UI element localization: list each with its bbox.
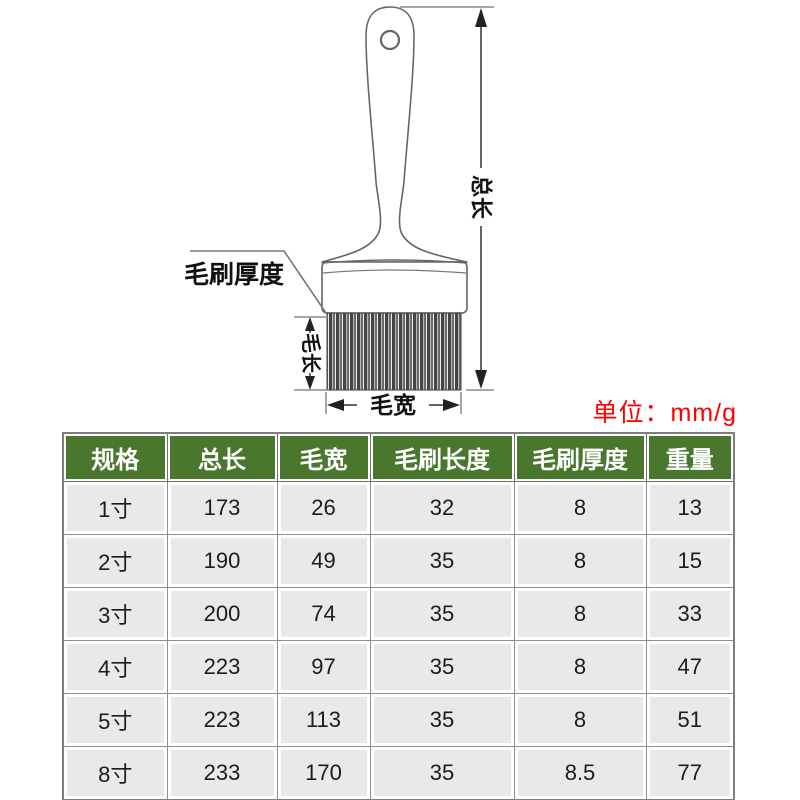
table-cell: 8.5 bbox=[513, 746, 647, 800]
table-cell: 173 bbox=[166, 481, 278, 535]
arrow-left-icon bbox=[327, 399, 344, 411]
table-cell: 8 bbox=[513, 587, 647, 641]
table-cell: 170 bbox=[276, 746, 371, 800]
table-cell: 51 bbox=[645, 693, 735, 747]
table-row: 1寸 173 26 32 8 13 bbox=[62, 481, 735, 535]
bristle-width-label: 毛宽 bbox=[370, 392, 416, 418]
table-row: 5寸 223 113 35 8 51 bbox=[62, 693, 735, 747]
table-cell: 35 bbox=[369, 534, 515, 588]
table-cell: 8 bbox=[513, 693, 647, 747]
table-cell: 200 bbox=[166, 587, 278, 641]
table-cell: 8寸 bbox=[62, 746, 168, 800]
table-cell: 32 bbox=[369, 481, 515, 535]
column-header: 毛宽 bbox=[276, 432, 371, 482]
table-cell: 2寸 bbox=[62, 534, 168, 588]
table-cell: 4寸 bbox=[62, 640, 168, 694]
table-cell: 223 bbox=[166, 693, 278, 747]
table-cell: 35 bbox=[369, 587, 515, 641]
table-cell: 233 bbox=[166, 746, 278, 800]
ferrule-band-line bbox=[322, 269, 467, 274]
table-cell: 26 bbox=[276, 481, 371, 535]
arrow-up-icon bbox=[305, 317, 315, 331]
arrow-up-icon bbox=[475, 8, 487, 27]
table-cell: 35 bbox=[369, 693, 515, 747]
table-cell: 77 bbox=[645, 746, 735, 800]
table-cell: 8 bbox=[513, 640, 647, 694]
total-length-label: 总长 bbox=[469, 175, 494, 220]
unit-note: 单位：mm/g bbox=[592, 399, 737, 427]
arrow-right-icon bbox=[443, 399, 460, 411]
table-cell: 1寸 bbox=[62, 481, 168, 535]
table-cell: 33 bbox=[645, 587, 735, 641]
table-cell: 8 bbox=[513, 534, 647, 588]
table-row: 8寸 233 170 35 8.5 77 bbox=[62, 746, 735, 800]
spec-table: 规格 总长 毛宽 毛刷长度 毛刷厚度 重量 1寸 173 26 32 8 13 2寸 190 49 35 8 1… bbox=[62, 432, 735, 800]
table-cell: 223 bbox=[166, 640, 278, 694]
table-cell: 47 bbox=[645, 640, 735, 694]
arrow-down-icon bbox=[475, 370, 487, 389]
table-cell: 49 bbox=[276, 534, 371, 588]
column-header: 毛刷厚度 bbox=[513, 432, 647, 482]
table-header-row: 规格 总长 毛宽 毛刷长度 毛刷厚度 重量 bbox=[62, 432, 735, 482]
brush-diagram: 总长 毛长 毛宽 毛刷厚度 bbox=[184, 6, 494, 418]
table-row: 2寸 190 49 35 8 15 bbox=[62, 534, 735, 588]
arrow-down-icon bbox=[305, 376, 315, 390]
table-cell: 35 bbox=[369, 640, 515, 694]
bristle-length-label: 毛长 bbox=[299, 333, 322, 374]
brush-thickness-leader-line bbox=[190, 250, 327, 314]
ferrule-top-edge bbox=[321, 259, 468, 264]
column-header: 规格 bbox=[62, 432, 168, 482]
table-row: 4寸 223 97 35 8 47 bbox=[62, 640, 735, 694]
handle-hang-hole bbox=[379, 29, 401, 51]
column-header: 总长 bbox=[166, 432, 278, 482]
brush-bristles bbox=[326, 312, 462, 391]
column-header: 毛刷长度 bbox=[369, 432, 515, 482]
table-cell: 8 bbox=[513, 481, 647, 535]
table-cell: 113 bbox=[276, 693, 371, 747]
table-cell: 74 bbox=[276, 587, 371, 641]
table-row: 3寸 200 74 35 8 33 bbox=[62, 587, 735, 641]
table-cell: 3寸 bbox=[62, 587, 168, 641]
table-cell: 13 bbox=[645, 481, 735, 535]
table-cell: 97 bbox=[276, 640, 371, 694]
table-cell: 15 bbox=[645, 534, 735, 588]
brush-thickness-label: 毛刷厚度 bbox=[184, 260, 284, 289]
table-cell: 190 bbox=[166, 534, 278, 588]
table-cell: 5寸 bbox=[62, 693, 168, 747]
column-header: 重量 bbox=[645, 432, 735, 482]
table-cell: 35 bbox=[369, 746, 515, 800]
brush-handle-outline bbox=[321, 6, 468, 263]
